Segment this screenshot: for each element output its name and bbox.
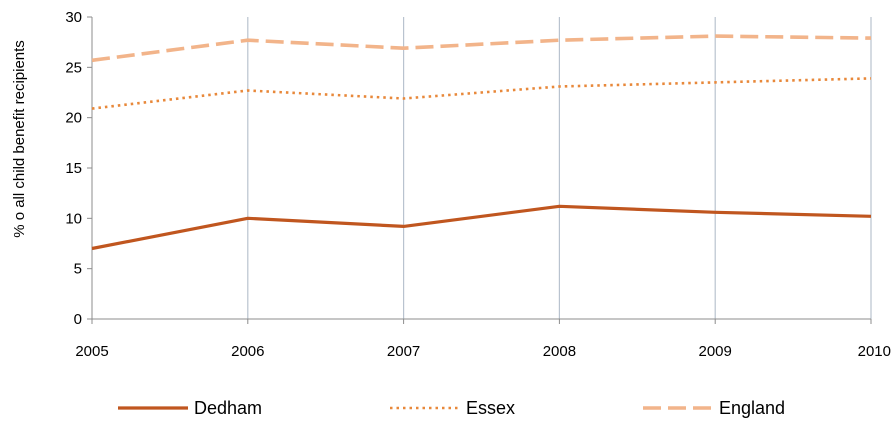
x-tick-label-2006: 2006 [231,343,264,360]
legend-label-dedham: Dedham [194,398,262,418]
x-tick-label-2008: 2008 [543,343,576,360]
axes [87,16,872,324]
x-tick-label-2005: 2005 [75,343,108,360]
x-tick-label-2009: 2009 [699,343,732,360]
legend-label-essex: Essex [466,398,515,418]
legend-item-england: England [643,398,785,418]
x-tick-label-2010: 2010 [858,343,891,360]
y-tick-label-25: 25 [65,59,82,76]
legend: Dedham Essex England [118,398,785,418]
y-tick-label-0: 0 [74,311,82,328]
gridlines [247,17,872,319]
legend-label-england: England [719,398,785,418]
y-tick-label-30: 30 [65,9,82,26]
series [91,34,872,251]
series-line-england [91,34,872,63]
legend-item-essex: Essex [390,398,515,418]
y-tick-label-15: 15 [65,160,82,177]
x-tick-label-2007: 2007 [387,343,420,360]
tick-labels: 0 5 10 15 20 25 30 2005 2006 2007 2008 2009 2010 [65,9,891,360]
series-line-dedham [91,204,872,251]
y-axis-title: % o all child benefit recipients [11,40,28,238]
y-tick-label-20: 20 [65,110,82,127]
series-line-essex [91,77,872,110]
y-tick-label-5: 5 [74,261,82,278]
y-tick-label-10: 10 [65,210,82,227]
legend-item-dedham: Dedham [118,398,262,418]
